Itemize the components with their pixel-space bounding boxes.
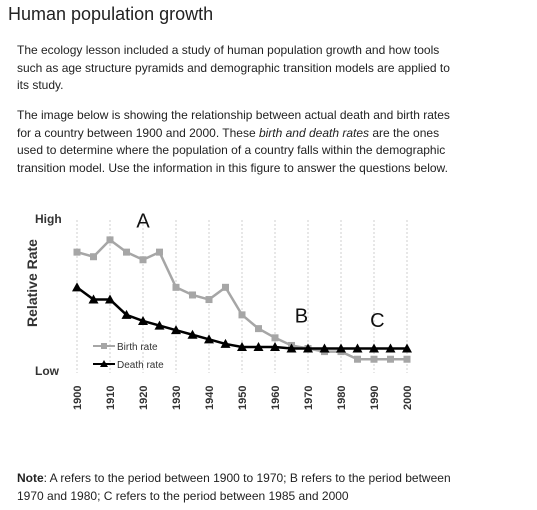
death-rate-point — [253, 341, 264, 351]
legend-label-1: Death rate — [117, 360, 164, 371]
birth-rate-point — [354, 355, 361, 363]
x-tick-label: 1960 — [270, 386, 282, 410]
page-title: Human population growth — [8, 4, 214, 24]
death-rate-point — [220, 338, 231, 348]
x-tick-label: 1910 — [105, 386, 117, 410]
x-tick-label: 1950 — [237, 386, 249, 410]
x-tick-label: 1900 — [72, 386, 84, 410]
chart-y-tick-high: High — [35, 212, 62, 226]
figure-description-text-a: The image below is showing the relations… — [17, 108, 450, 140]
birth-rate-point — [139, 256, 147, 264]
x-tick-label: 1980 — [336, 386, 348, 410]
chart-grid — [76, 220, 408, 373]
birth-rate-point — [222, 283, 229, 291]
demographic-chart: A B C 1900 1910 1920 1930 1940 1950 1960 1970 1980… — [24, 211, 414, 410]
x-tick-label: 1920 — [138, 386, 150, 410]
figure-description-paragraph: The image below is showing the relations… — [17, 107, 462, 177]
annotation-C: C — [370, 310, 384, 332]
death-rate-point — [369, 343, 379, 353]
birth-rate-point — [172, 283, 180, 291]
intro-paragraph: The ecology lesson included a study of h… — [17, 43, 450, 92]
birth-rate-point — [90, 253, 97, 261]
birth-rate-point — [123, 248, 130, 256]
death-rate-point — [385, 343, 396, 353]
annotation-B: B — [295, 306, 308, 328]
chart-y-tick-low: Low — [35, 364, 60, 378]
note-label: Note — [17, 471, 44, 485]
figure-description-text-b: are the ones used to determine where the… — [17, 125, 448, 175]
death-rate-point — [121, 309, 132, 319]
death-rate-point — [138, 315, 148, 325]
note-paragraph: Note: A refers to the period between 190… — [17, 470, 477, 505]
legend-label-0: Birth rate — [117, 342, 158, 353]
death-rate-point — [171, 325, 181, 335]
birth-rate-point — [403, 355, 411, 363]
death-rate-point — [303, 343, 313, 353]
x-tick-label: 1930 — [171, 386, 183, 410]
birth-rate-point — [255, 325, 262, 333]
birth-rate-point — [387, 355, 394, 363]
death-rate-point — [319, 343, 330, 353]
chart-legend: Birth rate Death rate — [93, 342, 164, 371]
death-rate-point — [105, 294, 115, 304]
x-tick-label: 1940 — [204, 386, 216, 410]
chart-y-axis-label: Relative Rate — [24, 239, 40, 327]
chart-x-ticks: 1900 1910 1920 1930 1940 1950 1960 1970 1980 1990… — [72, 386, 414, 410]
legend-triangle-marker — [100, 360, 108, 367]
figure-description-emphasis: birth and death rates — [258, 125, 370, 140]
death-rate-point — [204, 334, 214, 344]
birth-rate-point — [73, 248, 81, 256]
death-rate-point — [154, 320, 165, 330]
death-rate-point — [237, 341, 247, 351]
death-rate-point — [336, 343, 346, 353]
annotation-A: A — [136, 211, 150, 233]
birth-rate-point — [205, 296, 213, 304]
death-rate-point — [270, 341, 280, 351]
death-rate-point — [352, 343, 363, 353]
x-tick-label: 1970 — [303, 386, 315, 410]
death-rate-point — [187, 329, 198, 339]
note-text: : A refers to the period between 1900 to… — [17, 471, 451, 503]
x-tick-label: 2000 — [402, 386, 414, 410]
death-rate-point — [402, 343, 412, 353]
death-rate-point — [286, 343, 297, 353]
legend-square-marker — [101, 343, 107, 349]
death-rate-point — [72, 282, 82, 292]
birth-rate-point — [189, 291, 196, 299]
chart-annotations: A B C — [136, 211, 384, 332]
birth-rate-point — [156, 248, 163, 256]
chart-series — [72, 236, 412, 363]
birth-rate-point — [238, 311, 246, 319]
birth-rate-point — [370, 355, 378, 363]
death-rate-point — [88, 294, 99, 304]
x-tick-label: 1990 — [369, 386, 381, 410]
birth-rate-point — [106, 236, 114, 244]
birth-rate-point — [271, 334, 279, 342]
